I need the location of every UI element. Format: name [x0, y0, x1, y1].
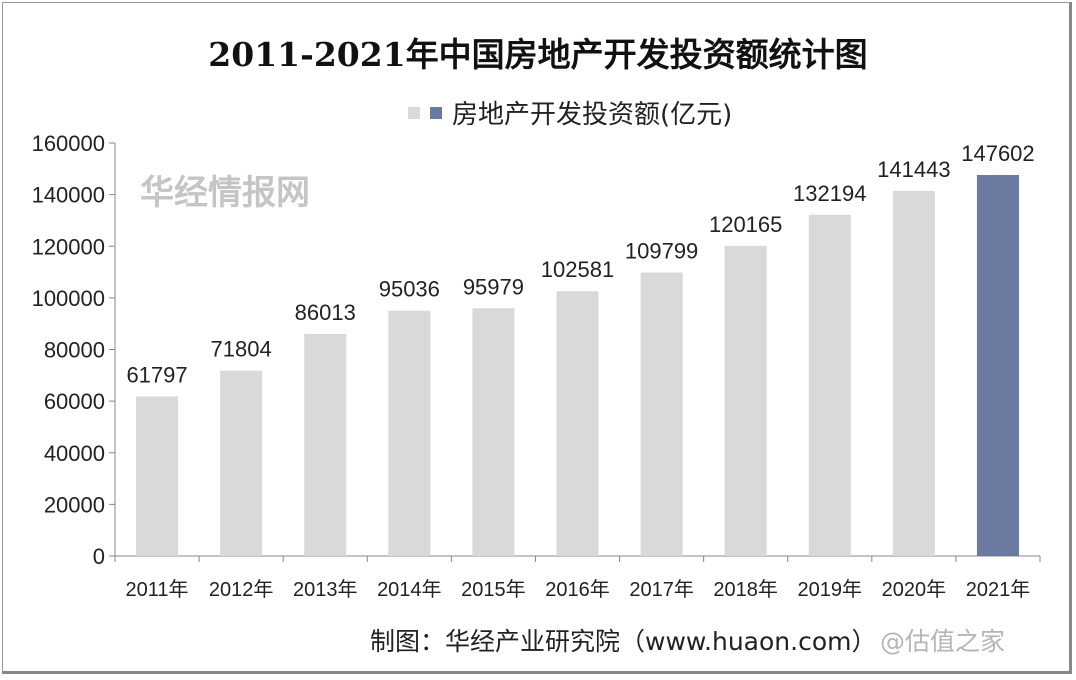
bar-2012年	[220, 370, 263, 556]
y-tick-label: 100000	[32, 286, 105, 311]
legend-swatch-blue	[430, 106, 442, 119]
chart-title: 2011-2021年中国房地产开发投资额统计图	[208, 35, 868, 74]
watermark-site: 华经情报网	[140, 173, 310, 213]
data-label: 141443	[877, 157, 950, 182]
legend: 房地产开发投资额(亿元)	[408, 94, 732, 131]
data-label: 109799	[625, 239, 698, 264]
source-footer: 制图：华经产业研究院（www.huaon.com）	[370, 627, 877, 656]
y-tick-label: 60000	[44, 389, 105, 414]
x-tick-label: 2015年	[461, 578, 526, 601]
bar-2020年	[892, 190, 935, 556]
x-tick-label: 2011年	[126, 578, 189, 601]
data-label: 95036	[379, 277, 440, 302]
data-label: 86013	[295, 300, 356, 325]
data-label: 132194	[793, 181, 866, 206]
y-tick-label: 120000	[32, 234, 105, 259]
x-tick-label: 2021年	[966, 578, 1031, 601]
data-label: 95979	[463, 274, 524, 299]
watermark-account: @估值之家	[880, 627, 1006, 656]
legend-label: 房地产开发投资额(亿元)	[452, 100, 733, 130]
bar-2013年	[304, 333, 347, 556]
x-tick-label: 2018年	[713, 578, 778, 601]
y-tick-label: 0	[93, 544, 105, 569]
data-label: 61797	[126, 362, 187, 387]
bar-2015年	[472, 308, 515, 556]
x-tick-label: 2019年	[798, 578, 863, 601]
data-label: 71804	[211, 337, 272, 362]
bar-2016年	[556, 291, 599, 556]
legend-swatch-gray	[408, 106, 420, 119]
bar-2014年	[388, 310, 431, 556]
x-tick-label: 2014年	[377, 578, 442, 601]
data-label: 120165	[709, 212, 782, 237]
x-tick-label: 2012年	[209, 578, 274, 601]
x-tick-label: 2017年	[629, 578, 694, 601]
x-tick-label: 2013年	[293, 578, 358, 601]
y-tick-label: 160000	[32, 131, 105, 156]
bar-2017年	[640, 272, 683, 556]
data-label: 102581	[541, 257, 614, 282]
data-label: 147602	[961, 141, 1034, 166]
y-tick-label: 40000	[44, 441, 105, 466]
y-tick-label: 80000	[44, 338, 105, 363]
y-tick-label: 20000	[44, 492, 105, 517]
x-tick-label: 2020年	[882, 578, 947, 601]
bar-2021年	[976, 175, 1019, 557]
bar-2019年	[808, 214, 851, 556]
bar-2011年	[136, 396, 179, 556]
bar-2018年	[724, 245, 767, 556]
x-tick-label: 2016年	[545, 578, 610, 601]
y-tick-label: 140000	[32, 183, 105, 208]
